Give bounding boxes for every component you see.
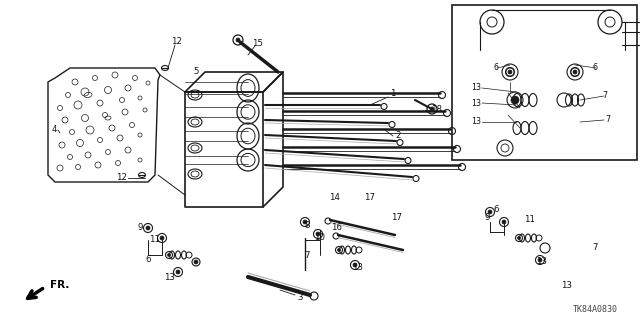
Circle shape [168, 253, 170, 257]
Text: 4: 4 [51, 125, 57, 134]
Text: 7: 7 [592, 244, 598, 252]
Text: 13: 13 [471, 84, 481, 92]
Text: 7: 7 [602, 92, 607, 100]
Text: 14: 14 [330, 194, 340, 203]
Circle shape [176, 270, 180, 274]
Circle shape [303, 220, 307, 224]
Text: 13: 13 [561, 281, 573, 290]
Circle shape [353, 263, 357, 267]
Text: TK84A0830: TK84A0830 [573, 305, 618, 314]
Circle shape [316, 232, 320, 236]
Text: 11: 11 [525, 215, 536, 225]
Text: 17: 17 [392, 213, 403, 222]
Text: 6: 6 [145, 255, 151, 265]
Circle shape [538, 258, 542, 262]
Text: 2: 2 [396, 132, 401, 140]
Text: 17: 17 [365, 194, 376, 203]
Circle shape [236, 38, 240, 42]
Circle shape [508, 70, 512, 74]
Circle shape [511, 96, 519, 104]
Text: 5: 5 [193, 68, 199, 76]
Circle shape [573, 70, 577, 74]
Text: 11: 11 [150, 236, 161, 244]
Text: 16: 16 [332, 223, 342, 233]
Text: 6: 6 [493, 63, 499, 73]
Text: 13: 13 [471, 99, 481, 108]
Text: 9: 9 [484, 213, 490, 222]
Text: 7: 7 [605, 116, 611, 124]
Circle shape [430, 107, 434, 111]
Text: 3: 3 [297, 293, 303, 302]
Text: 10: 10 [314, 233, 326, 242]
Text: 7: 7 [304, 251, 310, 260]
Text: 1: 1 [390, 90, 396, 99]
Bar [452, 5, 637, 160]
Text: 9: 9 [138, 223, 143, 233]
Text: 12: 12 [116, 173, 127, 182]
Text: FR.: FR. [50, 280, 69, 290]
Circle shape [502, 220, 506, 224]
Circle shape [194, 260, 198, 264]
Text: 6: 6 [493, 205, 499, 214]
Circle shape [337, 249, 340, 252]
Text: 13: 13 [353, 263, 364, 273]
Text: 12: 12 [172, 37, 182, 46]
Circle shape [146, 226, 150, 230]
Text: 13: 13 [471, 117, 481, 126]
Text: 6: 6 [593, 63, 598, 73]
Text: 13: 13 [164, 274, 175, 283]
Text: 8: 8 [304, 221, 310, 230]
Circle shape [518, 236, 520, 239]
Circle shape [488, 210, 492, 214]
Text: 15: 15 [253, 39, 264, 49]
Text: 13: 13 [536, 258, 547, 267]
Circle shape [160, 236, 164, 240]
Text: 18: 18 [431, 106, 442, 115]
